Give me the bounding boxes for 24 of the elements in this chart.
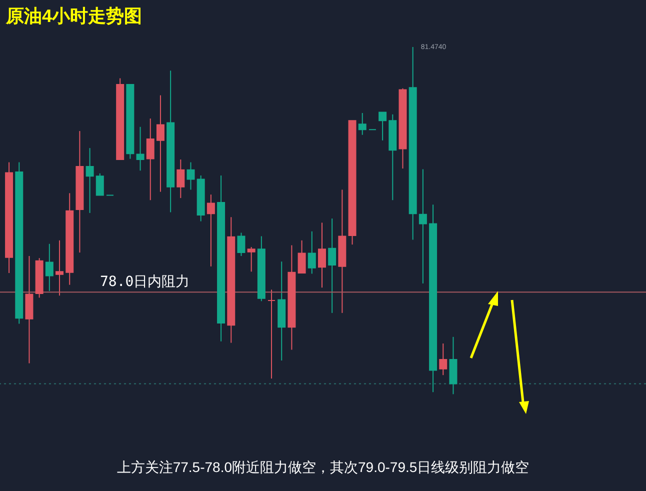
candlestick — [237, 232, 246, 257]
candlestick — [146, 118, 154, 201]
candlestick — [206, 194, 215, 267]
candlestick — [136, 126, 144, 172]
candlestick — [56, 240, 64, 296]
candlestick — [378, 112, 387, 141]
candlestick — [308, 230, 316, 274]
text: 上方关注77.5-78.0附近阻力做空，其次79.0-79.5日线级别阻力做空 — [116, 459, 530, 475]
candlestick — [186, 162, 195, 190]
candlestick — [358, 112, 366, 136]
candlestick — [439, 342, 448, 376]
chart-title: 原油4小时走势图 — [5, 6, 142, 26]
candlestick — [156, 94, 164, 192]
candlestick — [298, 240, 306, 274]
candlestick — [96, 172, 104, 196]
candlestick — [328, 218, 336, 314]
candlestick — [45, 243, 54, 292]
candlestick — [86, 148, 94, 214]
candlestick — [418, 168, 427, 284]
candlestick — [268, 289, 276, 380]
candlestick — [176, 159, 185, 199]
candlestick — [318, 222, 326, 288]
candlestick — [247, 246, 256, 272]
ref-line-label: 78.0日内阻力 — [100, 274, 190, 290]
